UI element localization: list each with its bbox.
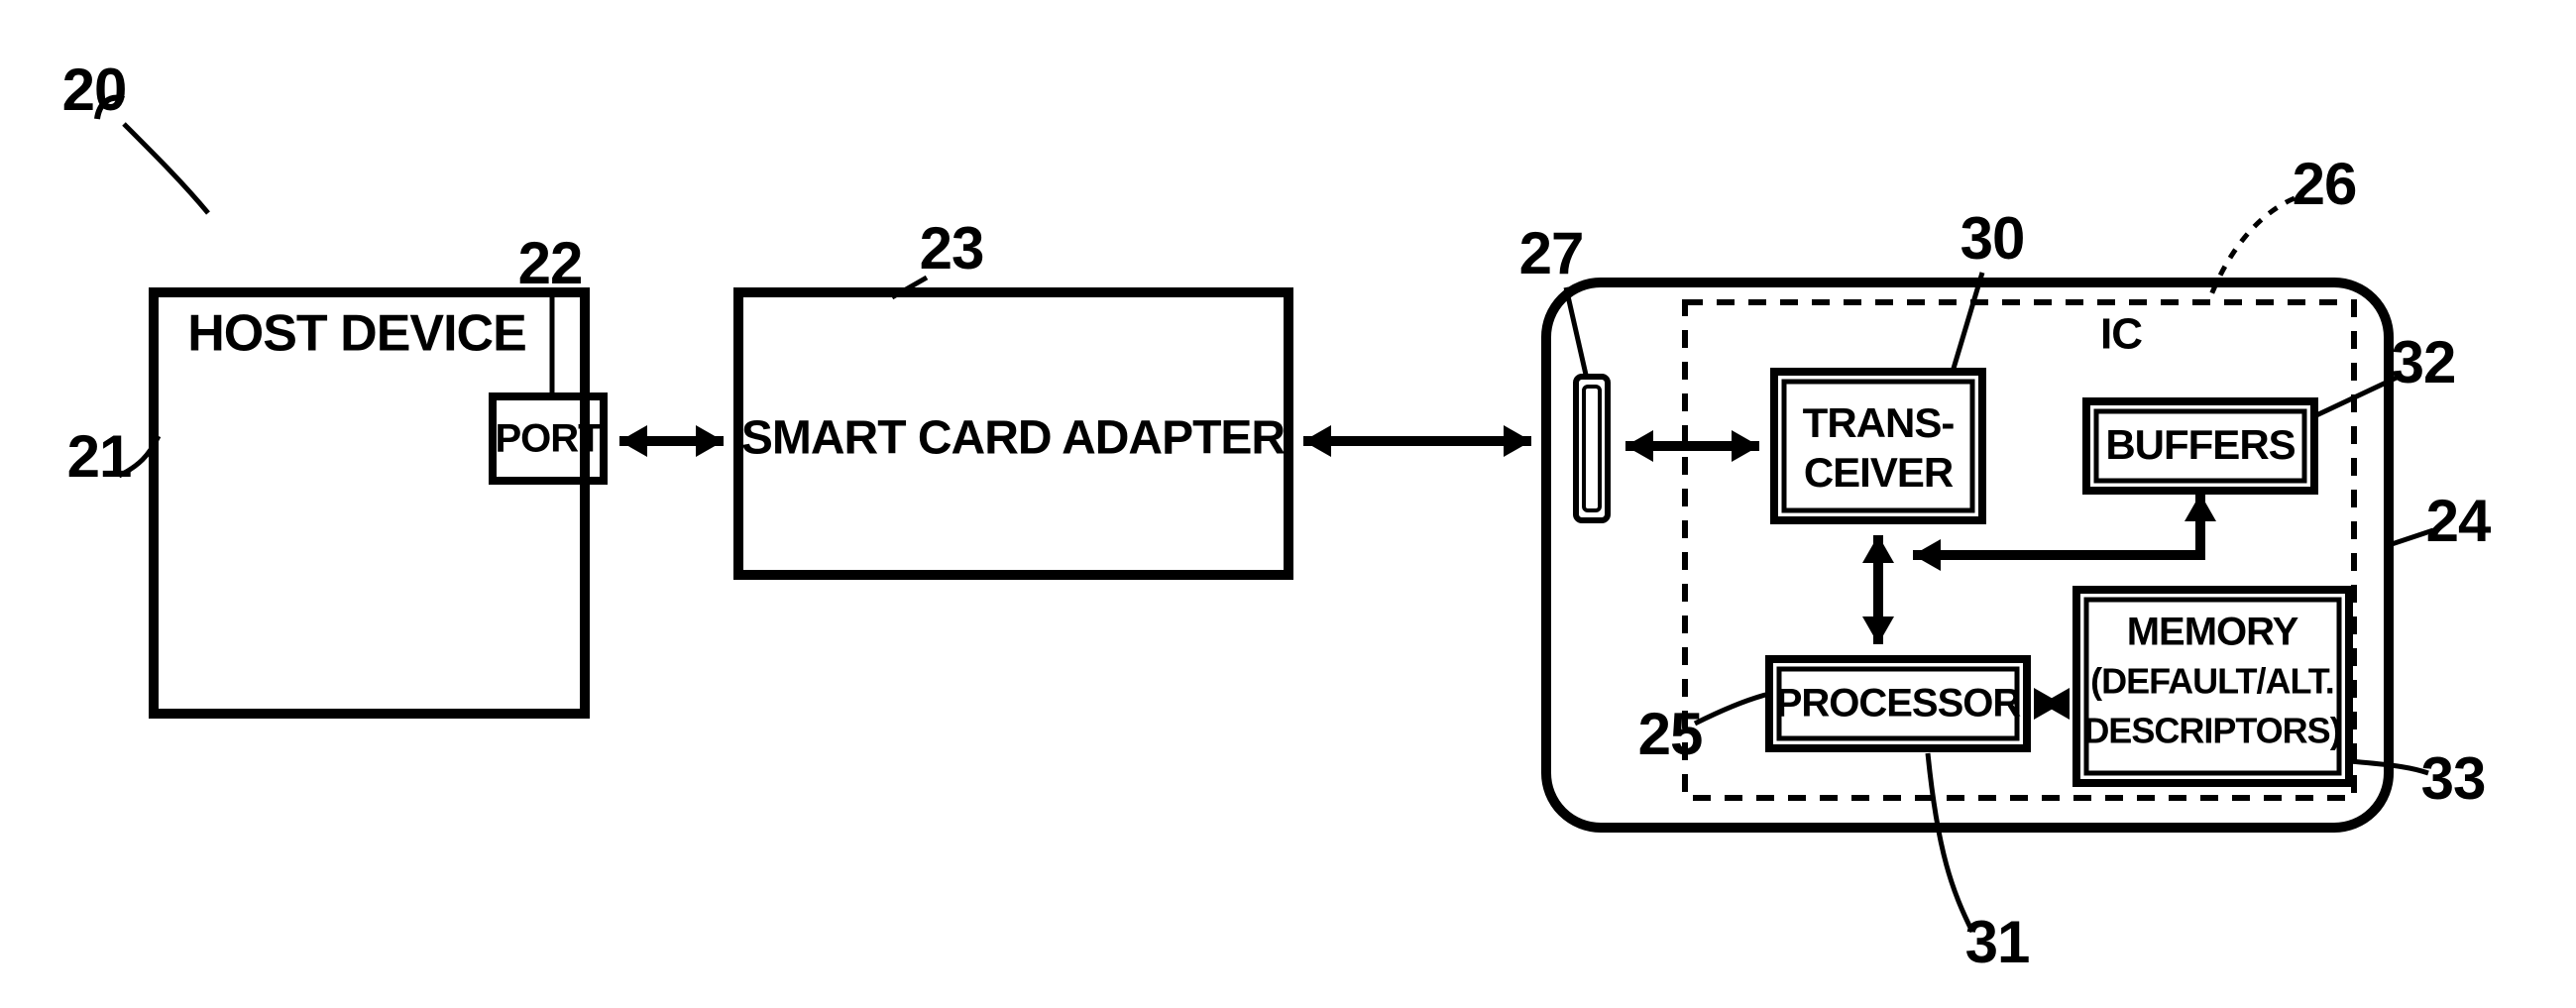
host-device-label: HOST DEVICE xyxy=(187,305,526,363)
processor-label: PROCESSOR xyxy=(1776,682,2022,726)
ref-r20: 20 xyxy=(62,56,127,123)
ref-r30: 30 xyxy=(1960,205,2025,272)
memory-label-1: MEMORY xyxy=(2127,611,2299,654)
memory-label-2: (DEFAULT/ALT. xyxy=(2090,661,2334,702)
transceiver-label-1: TRANS- xyxy=(1803,399,1955,446)
ic-label: IC xyxy=(2100,310,2142,359)
transceiver-label-2: CEIVER xyxy=(1804,449,1954,496)
ref-r24: 24 xyxy=(2426,488,2492,554)
ref-r26: 26 xyxy=(2293,151,2357,217)
ref-r27: 27 xyxy=(1519,220,1584,286)
port-label: PORT xyxy=(495,417,602,461)
buffers-label: BUFFERS xyxy=(2105,421,2295,468)
ref-r33: 33 xyxy=(2421,745,2486,812)
leader-r31 xyxy=(1928,753,1972,932)
leader-r27 xyxy=(1566,287,1586,375)
ref-r21: 21 xyxy=(67,423,132,490)
memory-label-3: DESCRIPTORS) xyxy=(2083,711,2340,751)
adapter-label: SMART CARD ADAPTER xyxy=(741,412,1286,465)
card-contacts-outer xyxy=(1576,377,1608,520)
ref-r31: 31 xyxy=(1965,909,2030,975)
leader-r20 xyxy=(124,124,208,213)
ref-r25: 25 xyxy=(1638,701,1703,767)
ref-r22: 22 xyxy=(518,230,583,296)
diagram-canvas: HOST DEVICE PORT SMART CARD ADAPTER IC TRANS… xyxy=(0,0,2576,1008)
card-contacts-inner xyxy=(1584,387,1600,510)
ref-r23: 23 xyxy=(920,215,984,281)
leader-r25 xyxy=(1695,694,1769,724)
ref-r32: 32 xyxy=(2392,329,2456,395)
